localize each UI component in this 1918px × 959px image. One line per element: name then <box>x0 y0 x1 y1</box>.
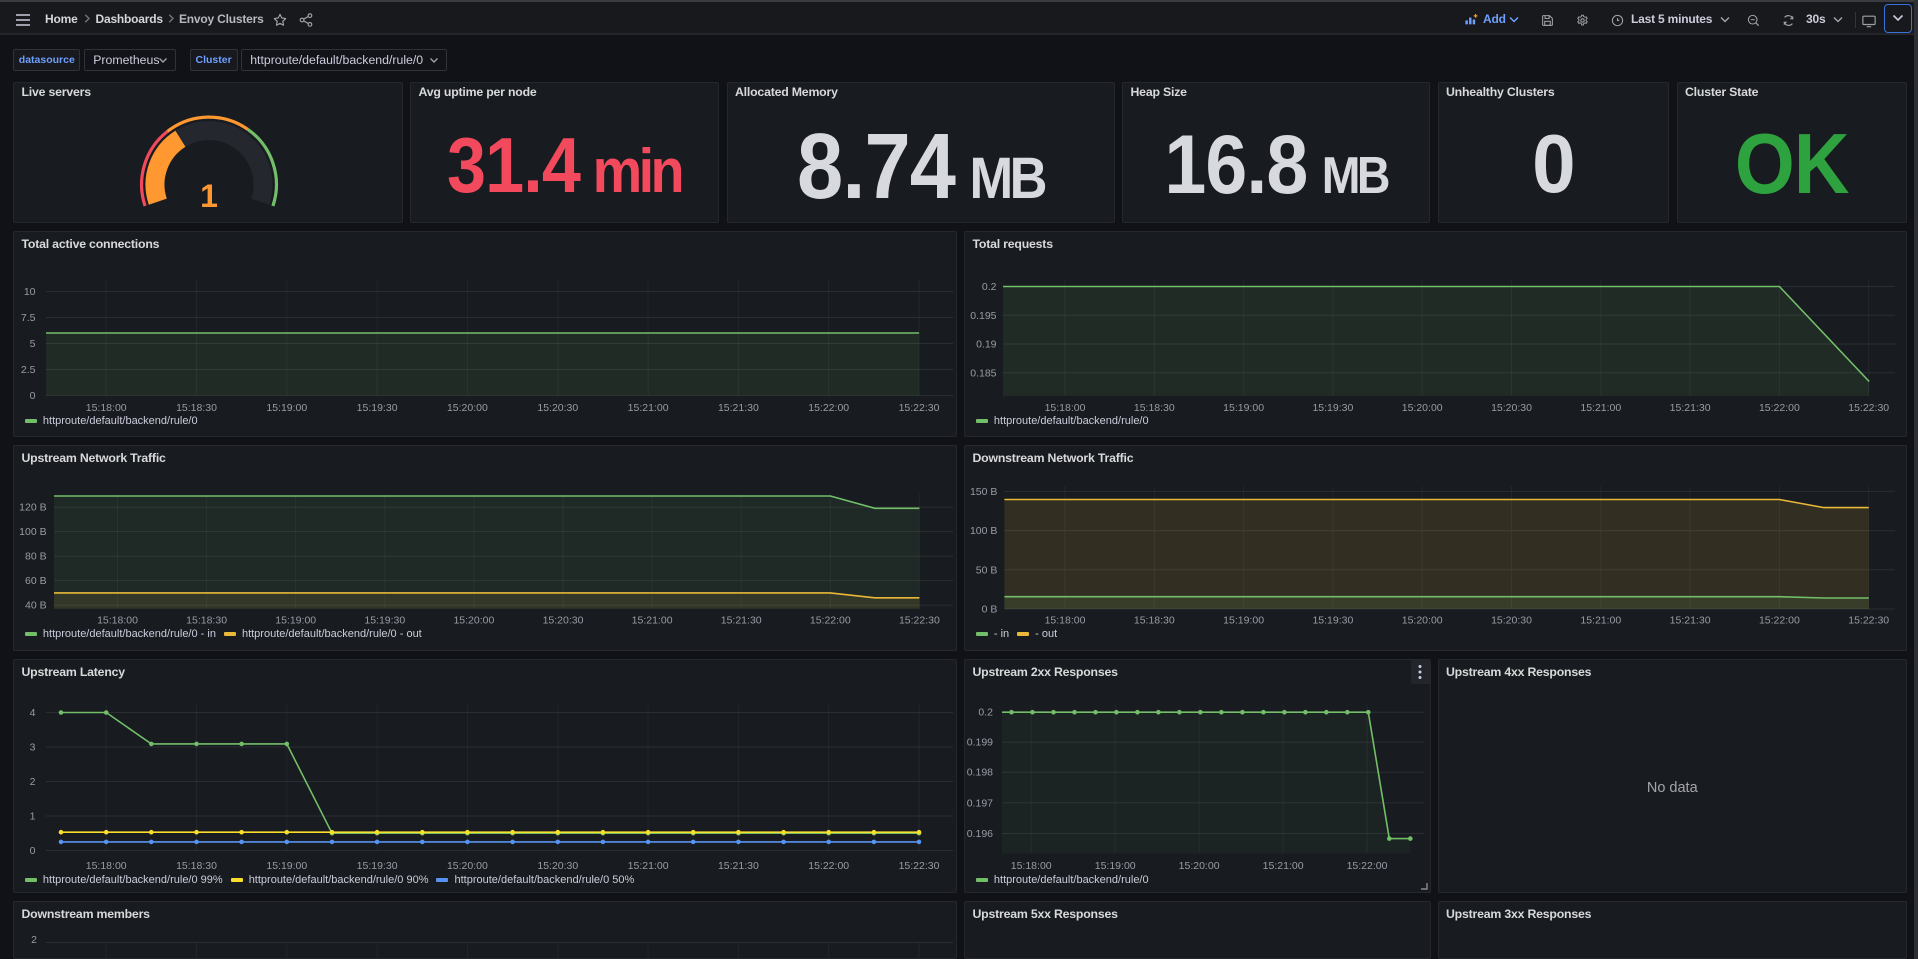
svg-text:15:22:30: 15:22:30 <box>1848 614 1889 626</box>
svg-text:15:18:00: 15:18:00 <box>1011 860 1052 872</box>
svg-text:0.19: 0.19 <box>976 338 997 350</box>
svg-text:15:19:30: 15:19:30 <box>1312 614 1353 626</box>
svg-text:15:21:00: 15:21:00 <box>632 614 673 626</box>
svg-text:15:20:30: 15:20:30 <box>537 402 578 414</box>
svg-text:15:19:00: 15:19:00 <box>275 614 316 626</box>
svg-text:15:20:30: 15:20:30 <box>543 614 584 626</box>
svg-text:0 B: 0 B <box>982 603 998 615</box>
svg-text:10: 10 <box>24 286 36 298</box>
svg-text:1: 1 <box>30 810 36 822</box>
svg-text:15:20:00: 15:20:00 <box>1402 614 1443 626</box>
svg-text:15:19:00: 15:19:00 <box>1223 402 1264 414</box>
svg-text:0: 0 <box>30 845 36 857</box>
svg-text:15:22:00: 15:22:00 <box>810 614 851 626</box>
svg-text:15:18:30: 15:18:30 <box>186 614 227 626</box>
svg-text:15:21:30: 15:21:30 <box>1670 402 1711 414</box>
svg-text:2.5: 2.5 <box>21 364 36 376</box>
svg-text:15:18:00: 15:18:00 <box>86 402 127 414</box>
svg-text:50 B: 50 B <box>976 564 998 576</box>
svg-text:100 B: 100 B <box>19 526 46 538</box>
svg-text:3: 3 <box>30 741 36 753</box>
svg-text:0.196: 0.196 <box>967 828 993 840</box>
svg-text:15:19:00: 15:19:00 <box>1223 614 1264 626</box>
svg-text:0.2: 0.2 <box>978 706 993 718</box>
svg-text:15:19:00: 15:19:00 <box>266 402 307 414</box>
svg-text:0.2: 0.2 <box>982 281 997 293</box>
svg-text:15:18:30: 15:18:30 <box>176 402 217 414</box>
svg-text:15:19:30: 15:19:30 <box>1312 402 1353 414</box>
svg-text:15:20:00: 15:20:00 <box>1179 860 1220 872</box>
svg-text:15:20:00: 15:20:00 <box>453 614 494 626</box>
svg-text:100 B: 100 B <box>970 525 997 537</box>
svg-text:15:22:00: 15:22:00 <box>1759 402 1800 414</box>
svg-text:15:21:30: 15:21:30 <box>718 402 759 414</box>
svg-text:15:18:00: 15:18:00 <box>1045 402 1086 414</box>
svg-text:15:22:30: 15:22:30 <box>899 402 940 414</box>
svg-text:0.197: 0.197 <box>967 797 993 809</box>
svg-text:120 B: 120 B <box>19 501 46 513</box>
svg-text:15:18:30: 15:18:30 <box>176 860 217 872</box>
svg-text:15:20:00: 15:20:00 <box>447 402 488 414</box>
svg-text:15:22:00: 15:22:00 <box>1347 860 1388 872</box>
svg-text:40 B: 40 B <box>25 599 47 611</box>
svg-text:15:19:30: 15:19:30 <box>357 402 398 414</box>
svg-text:15:22:30: 15:22:30 <box>899 860 940 872</box>
svg-text:15:21:00: 15:21:00 <box>628 402 669 414</box>
svg-text:15:21:00: 15:21:00 <box>1580 402 1621 414</box>
svg-text:15:22:00: 15:22:00 <box>808 402 849 414</box>
svg-text:15:20:00: 15:20:00 <box>447 860 488 872</box>
svg-text:15:18:30: 15:18:30 <box>1134 402 1175 414</box>
svg-text:150 B: 150 B <box>970 485 997 497</box>
svg-text:0.199: 0.199 <box>967 736 993 748</box>
svg-text:15:19:30: 15:19:30 <box>364 614 405 626</box>
svg-text:15:19:00: 15:19:00 <box>1095 860 1136 872</box>
svg-text:5: 5 <box>30 338 36 350</box>
svg-text:15:21:00: 15:21:00 <box>1580 614 1621 626</box>
svg-text:15:20:00: 15:20:00 <box>1402 402 1443 414</box>
svg-text:15:18:00: 15:18:00 <box>97 614 138 626</box>
svg-text:15:18:00: 15:18:00 <box>1045 614 1086 626</box>
svg-text:15:20:30: 15:20:30 <box>537 860 578 872</box>
svg-text:15:21:00: 15:21:00 <box>628 860 669 872</box>
svg-text:60 B: 60 B <box>25 575 47 587</box>
svg-text:15:19:30: 15:19:30 <box>357 860 398 872</box>
svg-text:15:21:30: 15:21:30 <box>718 860 759 872</box>
svg-text:15:22:00: 15:22:00 <box>1759 614 1800 626</box>
svg-text:15:22:00: 15:22:00 <box>808 860 849 872</box>
svg-text:0.185: 0.185 <box>970 367 996 379</box>
svg-text:15:21:30: 15:21:30 <box>721 614 762 626</box>
svg-text:15:19:00: 15:19:00 <box>266 860 307 872</box>
svg-text:15:20:30: 15:20:30 <box>1491 402 1532 414</box>
svg-text:0.195: 0.195 <box>970 309 996 321</box>
svg-text:2: 2 <box>31 934 37 946</box>
svg-text:7.5: 7.5 <box>21 312 36 324</box>
svg-text:15:20:30: 15:20:30 <box>1491 614 1532 626</box>
svg-text:0.198: 0.198 <box>967 766 993 778</box>
svg-text:15:18:30: 15:18:30 <box>1134 614 1175 626</box>
svg-text:1: 1 <box>200 178 218 214</box>
svg-text:15:21:00: 15:21:00 <box>1263 860 1304 872</box>
svg-text:80 B: 80 B <box>25 550 47 562</box>
svg-text:15:21:30: 15:21:30 <box>1670 614 1711 626</box>
svg-text:4: 4 <box>30 707 36 719</box>
svg-text:0: 0 <box>30 390 36 402</box>
svg-text:15:22:30: 15:22:30 <box>899 614 940 626</box>
svg-text:2: 2 <box>30 776 36 788</box>
svg-text:15:22:30: 15:22:30 <box>1848 402 1889 414</box>
svg-text:15:18:00: 15:18:00 <box>86 860 127 872</box>
